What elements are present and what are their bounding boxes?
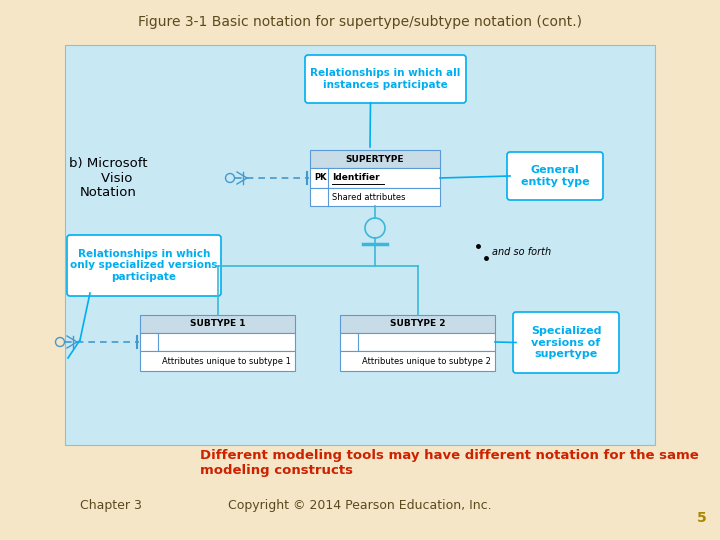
Text: 5: 5	[697, 511, 707, 525]
FancyBboxPatch shape	[340, 333, 495, 351]
Text: Figure 3-1 Basic notation for supertype/subtype notation (cont.): Figure 3-1 Basic notation for supertype/…	[138, 15, 582, 29]
Text: PK: PK	[314, 173, 326, 183]
Text: Identifier: Identifier	[332, 173, 379, 183]
Text: SUBTYPE 2: SUBTYPE 2	[390, 320, 445, 328]
FancyBboxPatch shape	[140, 351, 295, 371]
Text: and so forth: and so forth	[492, 247, 551, 257]
FancyBboxPatch shape	[140, 333, 295, 351]
Text: Attributes unique to subtype 1: Attributes unique to subtype 1	[162, 356, 291, 366]
Text: Attributes unique to subtype 2: Attributes unique to subtype 2	[362, 356, 491, 366]
FancyBboxPatch shape	[140, 315, 295, 333]
Text: Specialized
versions of
supertype: Specialized versions of supertype	[531, 326, 601, 359]
FancyBboxPatch shape	[340, 351, 495, 371]
Text: Chapter 3: Chapter 3	[80, 500, 142, 512]
FancyBboxPatch shape	[310, 188, 440, 206]
FancyBboxPatch shape	[340, 315, 495, 333]
FancyBboxPatch shape	[513, 312, 619, 373]
Text: Shared attributes: Shared attributes	[332, 192, 405, 201]
Text: Relationships in which
only specialized versions
participate: Relationships in which only specialized …	[71, 249, 217, 282]
FancyBboxPatch shape	[65, 45, 655, 445]
Text: SUPERTYPE: SUPERTYPE	[346, 154, 404, 164]
Text: SUBTYPE 1: SUBTYPE 1	[190, 320, 246, 328]
Text: Copyright © 2014 Pearson Education, Inc.: Copyright © 2014 Pearson Education, Inc.	[228, 500, 492, 512]
FancyBboxPatch shape	[310, 168, 440, 188]
Text: General
entity type: General entity type	[521, 165, 589, 187]
Text: Relationships in which all
instances participate: Relationships in which all instances par…	[310, 68, 461, 90]
FancyBboxPatch shape	[67, 235, 221, 296]
Text: b) Microsoft
    Visio
Notation: b) Microsoft Visio Notation	[68, 157, 148, 199]
FancyBboxPatch shape	[310, 150, 440, 168]
FancyBboxPatch shape	[507, 152, 603, 200]
FancyBboxPatch shape	[305, 55, 466, 103]
Text: Different modeling tools may have different notation for the same
modeling const: Different modeling tools may have differ…	[200, 449, 698, 477]
